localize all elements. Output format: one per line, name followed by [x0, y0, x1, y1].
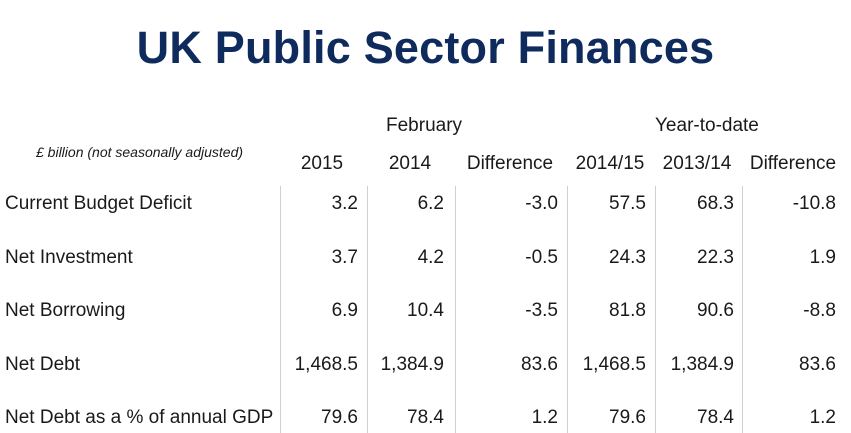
table-cell: 79.6: [609, 407, 646, 428]
table-cell: 1,384.9: [670, 354, 734, 375]
row-label: Net Debt as a % of annual GDP: [5, 407, 274, 428]
table-cell: 57.5: [609, 193, 646, 214]
row-label: Net Investment: [5, 247, 133, 268]
table-cell: 1,384.9: [380, 354, 444, 375]
row-label: Net Borrowing: [5, 300, 126, 321]
table-cell: 81.8: [609, 300, 646, 321]
column-divider: [567, 186, 568, 433]
table-cell: 22.3: [697, 247, 734, 268]
table-cell: 6.2: [417, 193, 444, 214]
group-label-year-to-date: Year-to-date: [655, 115, 759, 136]
row-label: Net Debt: [5, 354, 80, 375]
column-divider: [280, 186, 281, 433]
group-label-february: February: [386, 115, 463, 136]
column-divider: [367, 186, 368, 433]
units-note: £ billion (not seasonally adjusted): [36, 144, 244, 160]
table-cell: 90.6: [697, 300, 734, 321]
column-header: Difference: [749, 153, 837, 174]
table-cell: 83.6: [799, 354, 836, 375]
table-cell: 3.7: [331, 247, 358, 268]
table-cell: 78.4: [697, 407, 734, 428]
table-cell: -3.5: [525, 300, 558, 321]
column-header: 2014: [388, 153, 432, 174]
page-title: UK Public Sector Finances: [136, 22, 715, 73]
table-cell: 79.6: [321, 407, 358, 428]
table-cell: -8.8: [803, 300, 836, 321]
table-cell: 3.2: [331, 193, 358, 214]
column-header: Difference: [466, 153, 554, 174]
table-cell: 68.3: [697, 193, 734, 214]
table-cell: 10.4: [407, 300, 444, 321]
column-header: 2013/14: [662, 153, 732, 174]
table-cell: 1.9: [809, 247, 836, 268]
column-header: 2015: [300, 153, 344, 174]
table-cell: 24.3: [609, 247, 646, 268]
table-cell: 6.9: [331, 300, 358, 321]
column-divider: [455, 186, 456, 433]
table-cell: 1.2: [531, 407, 558, 428]
table-cell: -3.0: [525, 193, 558, 214]
table-cell: -0.5: [525, 247, 558, 268]
column-header: 2014/15: [575, 153, 645, 174]
table-cell: 1,468.5: [294, 354, 358, 375]
table-cell: 78.4: [407, 407, 444, 428]
table-cell: 4.2: [417, 247, 444, 268]
column-divider: [655, 186, 656, 433]
row-label: Current Budget Deficit: [5, 193, 192, 214]
table-cell: 83.6: [521, 354, 558, 375]
table-cell: -10.8: [792, 193, 836, 214]
table-cell: 1,468.5: [582, 354, 646, 375]
table-cell: 1.2: [809, 407, 836, 428]
column-divider: [742, 186, 743, 433]
